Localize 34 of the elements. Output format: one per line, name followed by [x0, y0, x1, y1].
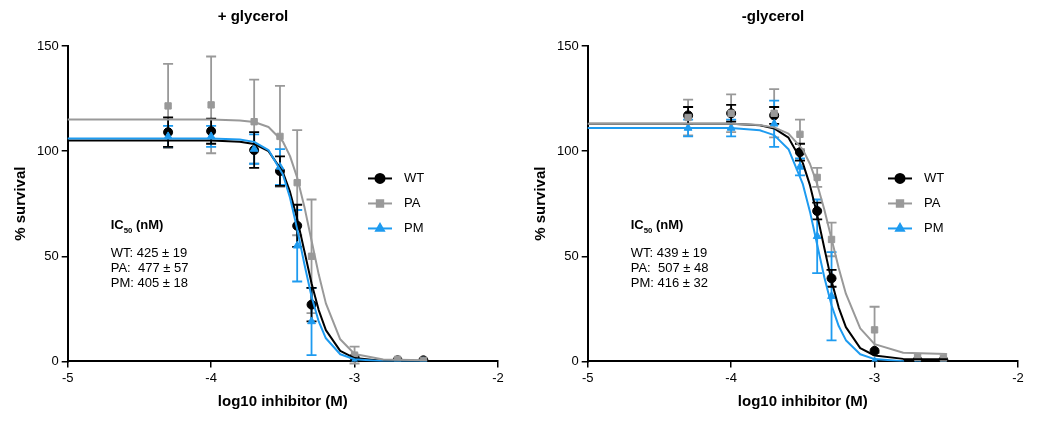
chart-title: + glycerol	[217, 7, 289, 25]
y-axis-title: % survival	[11, 166, 29, 241]
y-axis-title: % survival	[531, 166, 549, 241]
annotation: PM: 405 ± 18	[110, 274, 188, 290]
x-tick-label: -3	[348, 369, 361, 385]
x-tick-label: -4	[725, 369, 737, 385]
x-tick-label: -4	[205, 369, 217, 385]
annotation: WT: 439 ± 19	[630, 244, 708, 260]
x-tick-label: -2	[1012, 369, 1024, 385]
y-tick-label: 100	[36, 142, 59, 158]
legend-label: WT	[404, 170, 425, 186]
y-tick-label: 150	[556, 37, 579, 53]
y-tick-label: 50	[44, 247, 59, 263]
x-axis-title: log10 inhibitor (M)	[737, 392, 868, 410]
y-tick-label: 0	[51, 352, 59, 368]
x-axis-title: log10 inhibitor (M)	[217, 392, 348, 410]
legend-label: PM	[924, 220, 944, 236]
annotation: WT: 425 ± 19	[110, 244, 188, 260]
chart-title: -glycerol	[741, 7, 805, 25]
y-tick-label: 50	[564, 247, 579, 263]
annotation: PM: 416 ± 32	[630, 274, 708, 290]
annotation: PA: 477 ± 57	[110, 259, 189, 275]
x-tick-label: -2	[492, 369, 504, 385]
y-tick-label: 100	[556, 142, 579, 158]
legend-label: PA	[924, 195, 941, 211]
x-tick-label: -3	[868, 369, 881, 385]
legend-label: WT	[924, 170, 945, 186]
legend-label: PM	[404, 220, 424, 236]
legend-label: PA	[404, 195, 421, 211]
y-tick-label: 0	[571, 352, 579, 368]
x-tick-label: -5	[581, 369, 594, 385]
y-tick-label: 150	[36, 37, 59, 53]
annotation: PA: 507 ± 48	[630, 259, 709, 275]
x-tick-label: -5	[61, 369, 74, 385]
